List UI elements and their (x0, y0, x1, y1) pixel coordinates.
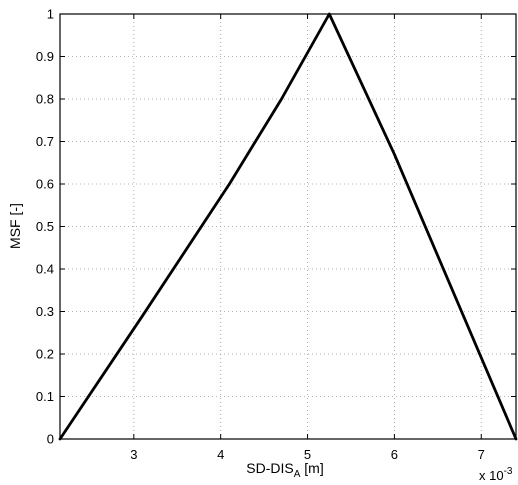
x-tick-label: 4 (217, 447, 224, 462)
tick-labels: 3 4 5 6 7 0 0.1 0.2 0.3 0.4 0.5 0.6 0.7 0.8 0.9 1 (36, 7, 485, 463)
x-tick-label: 3 (130, 447, 137, 462)
y-tick-label: 0.8 (36, 92, 54, 107)
y-tick-label: 0.6 (36, 177, 54, 192)
y-tick-label: 0 (47, 432, 54, 447)
series-line (58, 12, 518, 441)
y-tick-label: 1 (47, 7, 54, 22)
plot-frame (59, 13, 517, 440)
x-tick-label: 5 (304, 447, 311, 462)
y-tick-label: 0.9 (36, 49, 54, 64)
y-axis-title: MSF [-] (7, 203, 23, 249)
y-tick-label: 0.3 (36, 304, 54, 319)
x-tick-label: 7 (478, 447, 485, 462)
x-axis-title: SD-DISA [m] (246, 460, 323, 480)
grid (60, 13, 516, 440)
x-tick-label: 6 (391, 447, 398, 462)
y-tick-label: 0.2 (36, 347, 54, 362)
y-tick-label: 0.1 (36, 389, 54, 404)
y-tick-label: 0.4 (36, 262, 54, 277)
y-tick-label: 0.5 (36, 219, 54, 234)
x-axis-multiplier: x 10-3 (479, 466, 513, 483)
series-layer (58, 12, 518, 441)
y-tick-label: 0.7 (36, 134, 54, 149)
